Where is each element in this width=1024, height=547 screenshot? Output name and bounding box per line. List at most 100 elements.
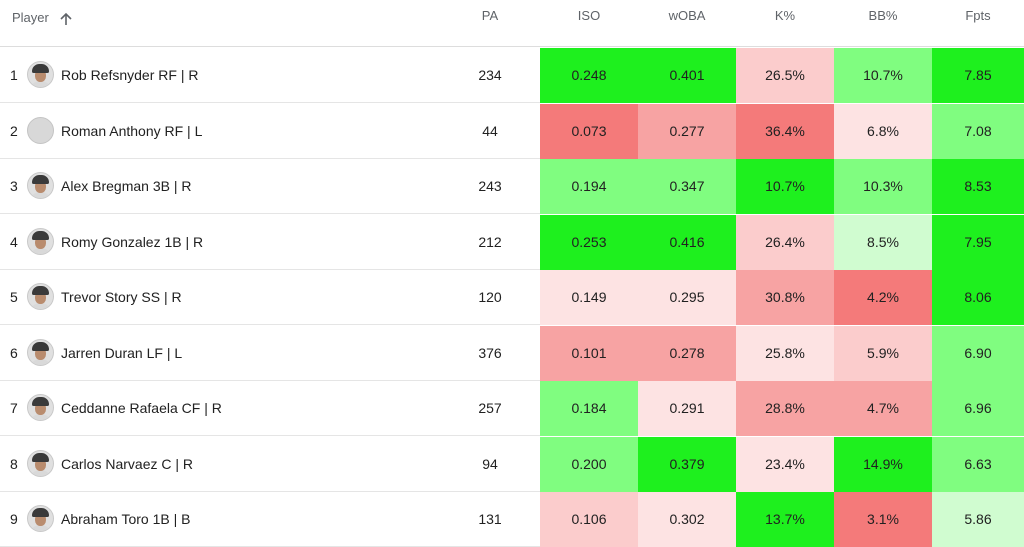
table-row[interactable]: 7 Ceddanne Rafaela CF | R 257 0.184 0.291 28.… — [0, 381, 1024, 436]
row-rank: 1 — [10, 67, 18, 83]
woba-cell: 0.291 — [638, 381, 736, 436]
pa-cell: 234 — [478, 67, 502, 83]
pa-cell: 257 — [478, 400, 502, 416]
player-name-link[interactable]: Abraham Toro 1B | B — [61, 511, 191, 527]
sort-arrow-up-icon[interactable] — [59, 12, 73, 26]
player-name-link[interactable]: Trevor Story SS | R — [61, 289, 182, 305]
k-pct-cell: 36.4% — [736, 104, 834, 159]
player-avatar — [27, 172, 54, 199]
table-header: Player PA ISO wOBA K% BB% Fpts — [0, 0, 1024, 47]
woba-cell: 0.277 — [638, 104, 736, 159]
pa-cell: 44 — [482, 123, 498, 139]
woba-cell: 0.416 — [638, 215, 736, 270]
k-pct-cell: 10.7% — [736, 159, 834, 214]
fpts-cell: 6.63 — [932, 437, 1024, 492]
player-name-link[interactable]: Alex Bregman 3B | R — [61, 178, 192, 194]
fpts-cell: 8.53 — [932, 159, 1024, 214]
woba-cell: 0.278 — [638, 326, 736, 381]
iso-cell: 0.184 — [540, 381, 638, 436]
fpts-cell: 7.95 — [932, 215, 1024, 270]
iso-cell: 0.101 — [540, 326, 638, 381]
iso-cell: 0.248 — [540, 48, 638, 103]
bb-pct-cell: 10.3% — [834, 159, 932, 214]
header-bb-pct[interactable]: BB% — [868, 8, 898, 23]
player-avatar — [27, 228, 54, 255]
bb-pct-cell: 3.1% — [834, 492, 932, 547]
k-pct-cell: 23.4% — [736, 437, 834, 492]
k-pct-cell: 13.7% — [736, 492, 834, 547]
pa-cell: 243 — [478, 178, 502, 194]
woba-cell: 0.401 — [638, 48, 736, 103]
player-name-link[interactable]: Roman Anthony RF | L — [61, 123, 203, 139]
row-rank: 6 — [10, 345, 18, 361]
fpts-cell: 6.96 — [932, 381, 1024, 436]
woba-cell: 0.347 — [638, 159, 736, 214]
fpts-cell: 7.08 — [932, 104, 1024, 159]
woba-cell: 0.302 — [638, 492, 736, 547]
table-row[interactable]: 4 Romy Gonzalez 1B | R 212 0.253 0.416 26.4% 8… — [0, 215, 1024, 270]
player-avatar — [27, 283, 54, 310]
player-name-link[interactable]: Rob Refsnyder RF | R — [61, 67, 199, 83]
player-avatar — [27, 450, 54, 477]
avatar-placeholder-icon — [27, 117, 54, 144]
pa-cell: 94 — [482, 456, 498, 472]
table-row[interactable]: 9 Abraham Toro 1B | B 131 0.106 0.302 13.7% 3.… — [0, 492, 1024, 547]
pa-cell: 212 — [478, 234, 502, 250]
table-row[interactable]: 8 Carlos Narvaez C | R 94 0.200 0.379 23.4% 14… — [0, 437, 1024, 492]
bb-pct-cell: 8.5% — [834, 215, 932, 270]
row-rank: 7 — [10, 400, 18, 416]
header-player-label: Player — [12, 9, 49, 25]
header-fpts[interactable]: Fpts — [965, 8, 991, 23]
player-name-link[interactable]: Carlos Narvaez C | R — [61, 456, 194, 472]
table-row[interactable]: 5 Trevor Story SS | R 120 0.149 0.295 30.8% 4.… — [0, 270, 1024, 325]
table-row[interactable]: 3 Alex Bregman 3B | R 243 0.194 0.347 10.7% 10… — [0, 159, 1024, 214]
row-rank: 5 — [10, 289, 18, 305]
header-player[interactable]: Player — [12, 8, 73, 26]
woba-cell: 0.295 — [638, 270, 736, 325]
pa-cell: 131 — [478, 511, 502, 527]
header-iso[interactable]: ISO — [577, 8, 601, 23]
pa-cell: 376 — [478, 345, 502, 361]
bb-pct-cell: 5.9% — [834, 326, 932, 381]
bb-pct-cell: 14.9% — [834, 437, 932, 492]
table-row[interactable]: 2 Roman Anthony RF | L 44 0.073 0.277 36.4% 6.… — [0, 104, 1024, 159]
header-k-pct[interactable]: K% — [774, 8, 796, 23]
player-avatar — [27, 61, 54, 88]
player-avatar — [27, 339, 54, 366]
iso-cell: 0.194 — [540, 159, 638, 214]
player-name-link[interactable]: Romy Gonzalez 1B | R — [61, 234, 204, 250]
row-rank: 2 — [10, 123, 18, 139]
player-name-link[interactable]: Ceddanne Rafaela CF | R — [61, 400, 222, 416]
fpts-cell: 6.90 — [932, 326, 1024, 381]
header-pa[interactable]: PA — [481, 8, 499, 23]
k-pct-cell: 25.8% — [736, 326, 834, 381]
player-name-link[interactable]: Jarren Duran LF | L — [61, 345, 183, 361]
k-pct-cell: 28.8% — [736, 381, 834, 436]
row-rank: 9 — [10, 511, 18, 527]
table-row[interactable]: 6 Jarren Duran LF | L 376 0.101 0.278 25.8% 5.… — [0, 326, 1024, 381]
row-rank: 4 — [10, 234, 18, 250]
iso-cell: 0.200 — [540, 437, 638, 492]
woba-cell: 0.379 — [638, 437, 736, 492]
row-rank: 3 — [10, 178, 18, 194]
k-pct-cell: 30.8% — [736, 270, 834, 325]
player-avatar — [27, 505, 54, 532]
pa-cell: 120 — [478, 289, 502, 305]
bb-pct-cell: 4.7% — [834, 381, 932, 436]
bb-pct-cell: 4.2% — [834, 270, 932, 325]
row-rank: 8 — [10, 456, 18, 472]
k-pct-cell: 26.4% — [736, 215, 834, 270]
iso-cell: 0.106 — [540, 492, 638, 547]
bb-pct-cell: 10.7% — [834, 48, 932, 103]
player-avatar — [27, 394, 54, 421]
table-row[interactable]: 1 Rob Refsnyder RF | R 234 0.248 0.401 26.5% 1… — [0, 48, 1024, 103]
iso-cell: 0.073 — [540, 104, 638, 159]
iso-cell: 0.253 — [540, 215, 638, 270]
k-pct-cell: 26.5% — [736, 48, 834, 103]
fpts-cell: 5.86 — [932, 492, 1024, 547]
iso-cell: 0.149 — [540, 270, 638, 325]
fpts-cell: 7.85 — [932, 48, 1024, 103]
header-woba[interactable]: wOBA — [668, 8, 706, 23]
bb-pct-cell: 6.8% — [834, 104, 932, 159]
